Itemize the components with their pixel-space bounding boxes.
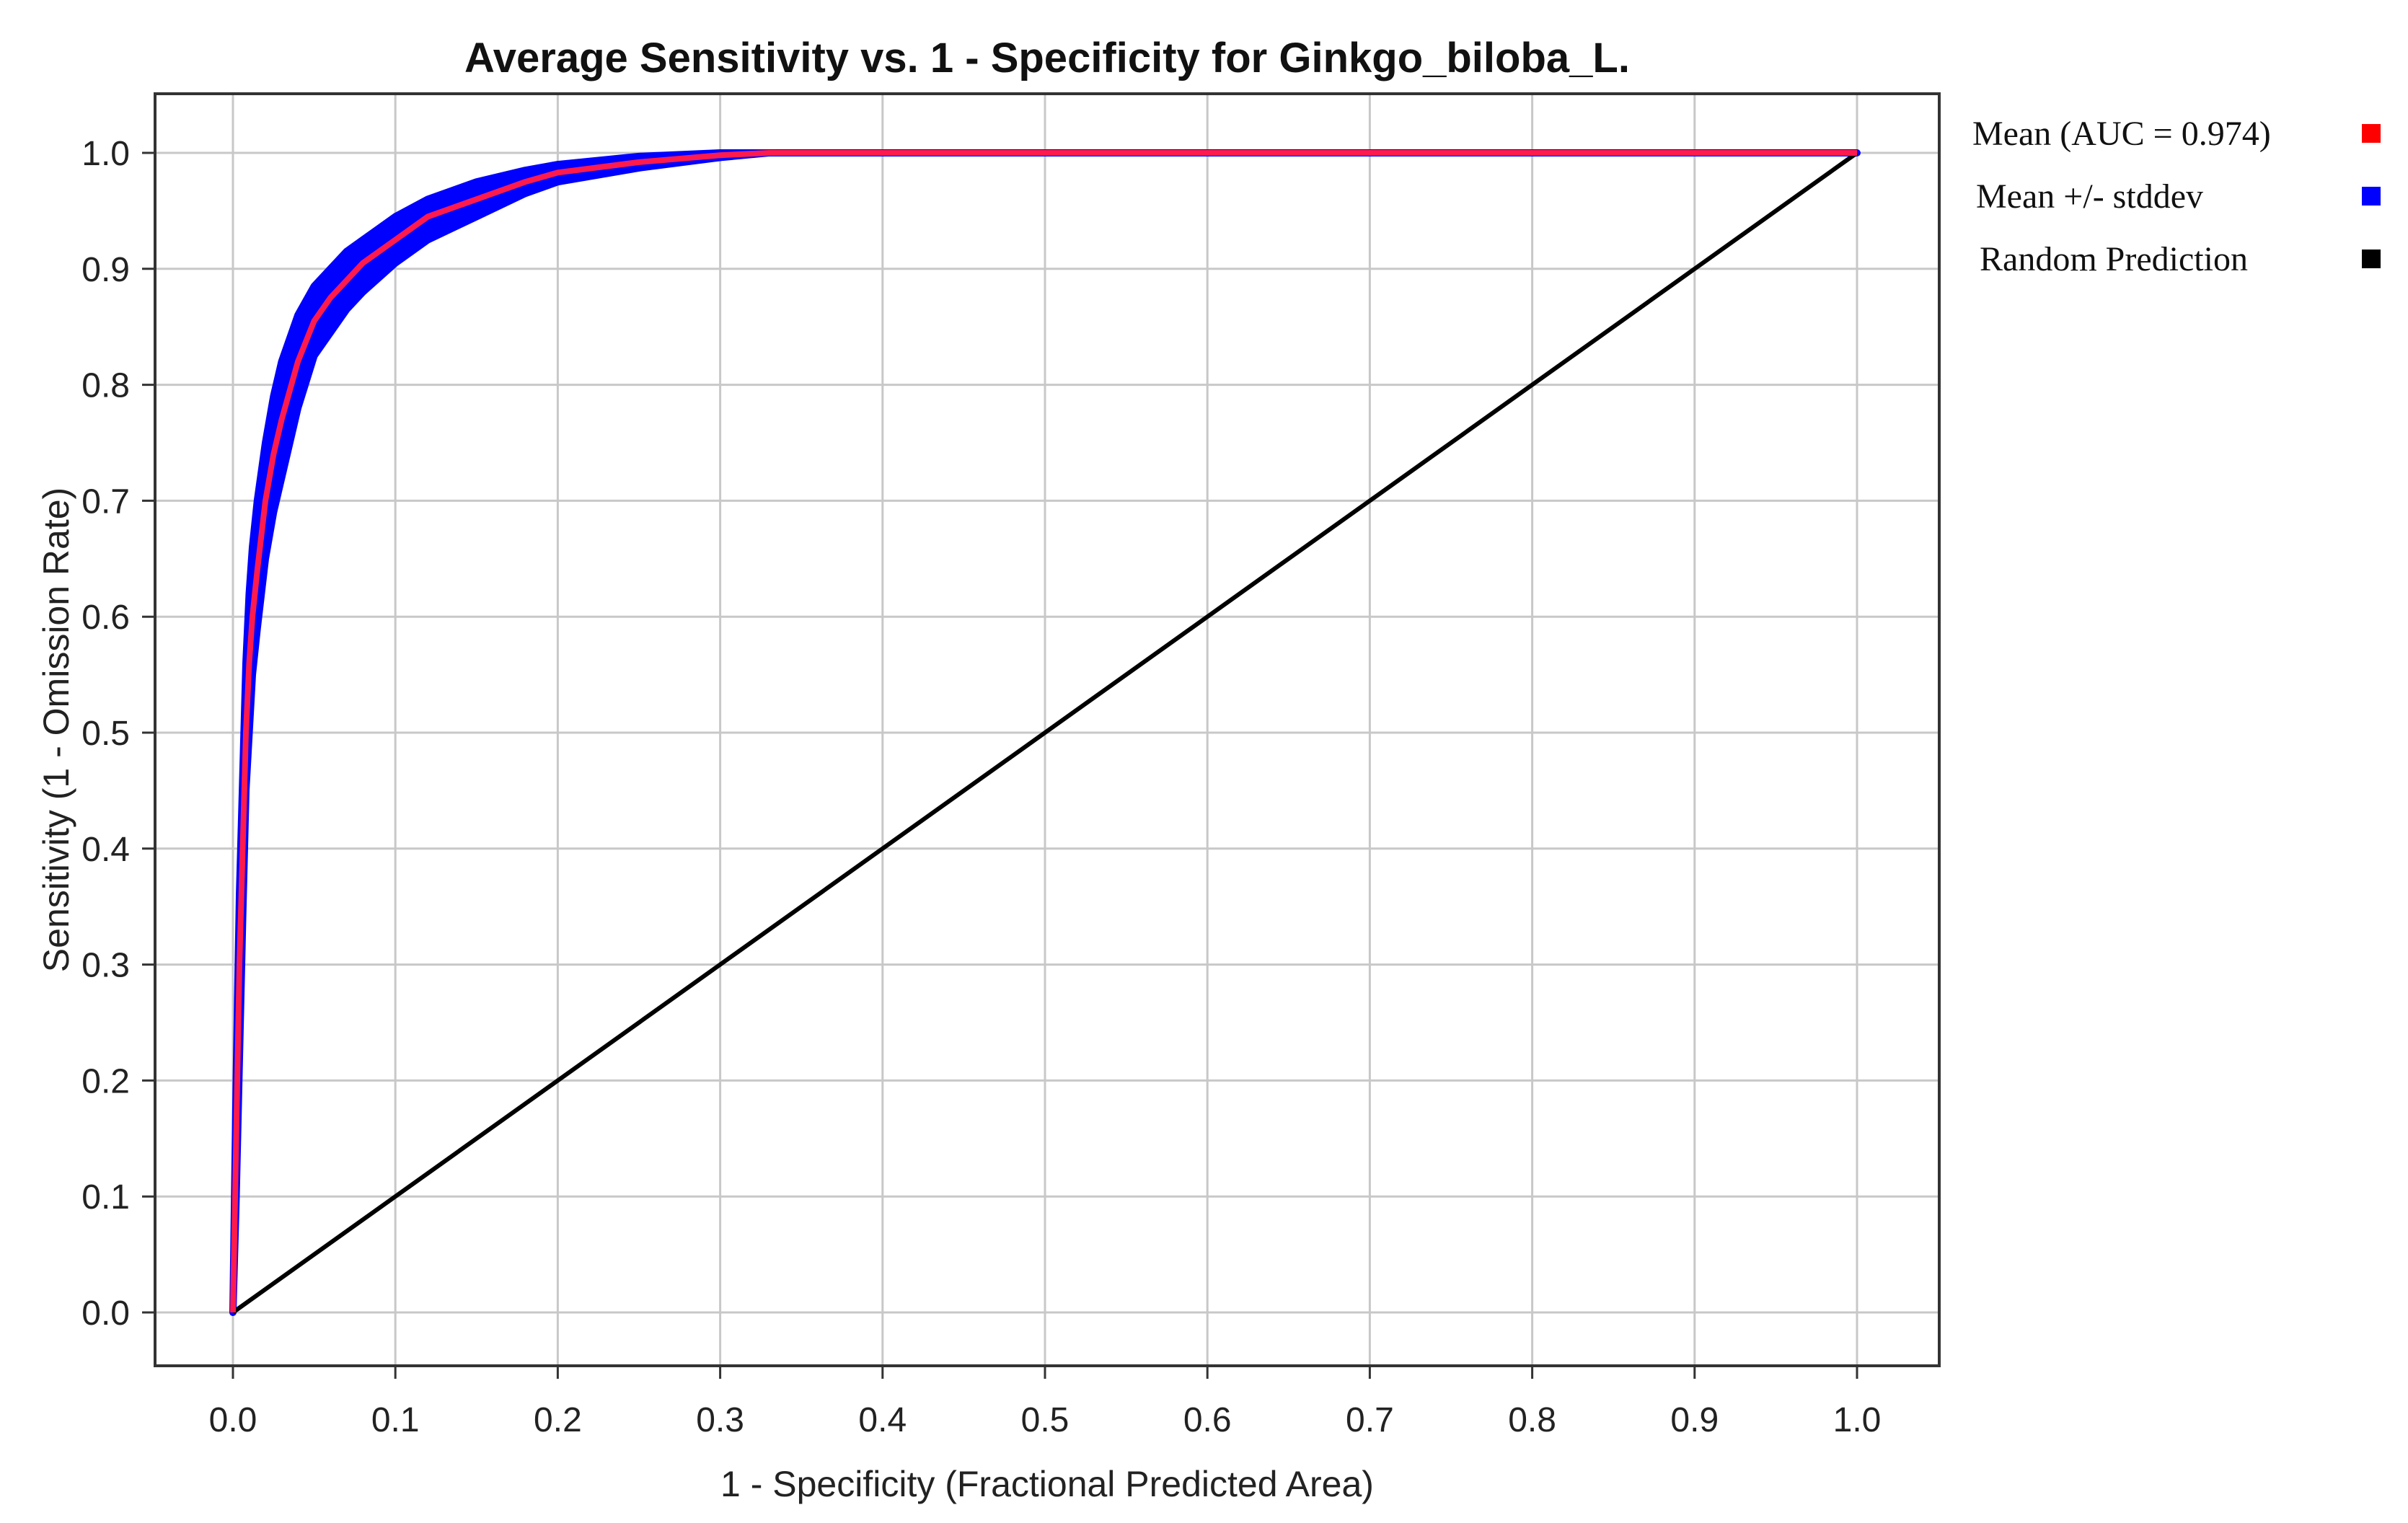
x-tick-label: 0.0 — [209, 1401, 257, 1439]
random-prediction-line — [231, 151, 1858, 1315]
legend: Mean (AUC = 0.974) Mean +/- stddev Random … — [1972, 115, 2381, 278]
legend-item-mean: Mean (AUC = 0.974) — [1972, 115, 2381, 153]
random-line-layer — [231, 151, 1858, 1315]
x-tick-label: 0.7 — [1346, 1401, 1394, 1439]
legend-swatch — [2362, 124, 2381, 143]
mean-roc-line — [230, 150, 1857, 1313]
legend-label: Mean +/- stddev — [1976, 177, 2203, 216]
x-tick-label: 0.1 — [371, 1401, 420, 1439]
y-tick-label: 0.5 — [81, 715, 130, 753]
plot-frame — [154, 92, 1941, 1367]
x-tick-label: 0.2 — [534, 1401, 582, 1439]
y-tick-label: 0.9 — [81, 251, 130, 289]
mean-line-layer — [230, 150, 1857, 1313]
y-tick-label: 0.2 — [81, 1062, 130, 1100]
y-tick-label: 1.0 — [81, 135, 130, 173]
legend-label: Random Prediction — [1980, 240, 2248, 278]
x-tick-label: 0.8 — [1508, 1401, 1556, 1439]
x-tick-label: 0.6 — [1183, 1401, 1232, 1439]
y-tick-label: 0.6 — [81, 599, 130, 637]
y-tick-label: 0.0 — [81, 1294, 130, 1333]
y-tick-label: 0.1 — [81, 1178, 130, 1217]
chart-title: Average Sensitivity vs. 1 - Specificity … — [464, 35, 1630, 81]
x-axis-ticks: 0.0 0.1 0.2 0.3 0.4 0.5 0.6 0.7 0.8 0.9 1.0 — [209, 1366, 1882, 1439]
x-tick-label: 0.9 — [1670, 1401, 1719, 1439]
legend-swatch — [2362, 250, 2381, 268]
y-tick-label: 0.4 — [81, 831, 130, 869]
x-tick-label: 1.0 — [1833, 1401, 1882, 1439]
legend-item-random: Random Prediction — [1980, 240, 2381, 278]
x-tick-label: 0.3 — [696, 1401, 744, 1439]
y-axis-ticks: 0.0 0.1 0.2 0.3 0.4 0.5 0.6 0.7 0.8 0.9 1.0 — [81, 135, 155, 1333]
legend-swatch — [2362, 187, 2381, 206]
x-tick-label: 0.5 — [1021, 1401, 1070, 1439]
legend-label: Mean (AUC = 0.974) — [1972, 115, 2271, 153]
y-axis-label: Sensitivity (1 - Omission Rate) — [36, 487, 76, 972]
y-tick-label: 0.8 — [81, 367, 130, 405]
y-tick-label: 0.7 — [81, 482, 130, 521]
x-axis-label: 1 - Specificity (Fractional Predicted Ar… — [720, 1464, 1374, 1504]
legend-item-stddev: Mean +/- stddev — [1976, 177, 2381, 216]
y-tick-label: 0.3 — [81, 947, 130, 985]
x-tick-label: 0.4 — [858, 1401, 907, 1439]
